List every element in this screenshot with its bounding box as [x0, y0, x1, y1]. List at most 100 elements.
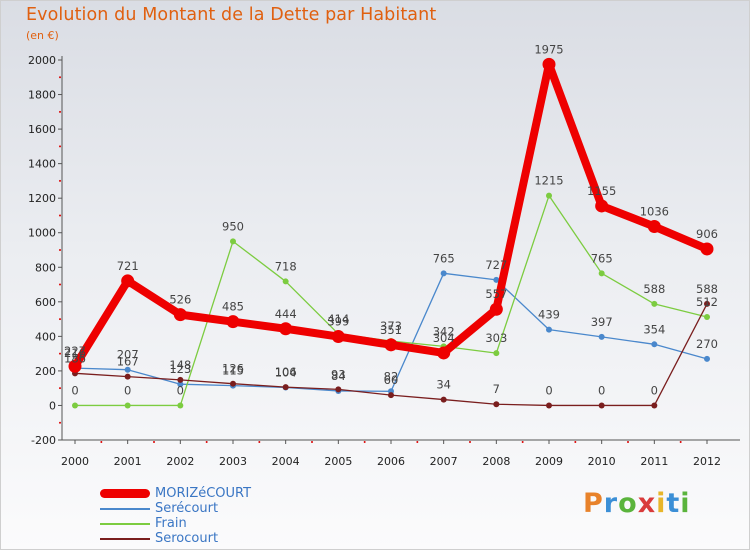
data-label: 397 [591, 315, 613, 329]
brand-letter: i [680, 488, 691, 519]
data-label: 123 [169, 362, 191, 376]
data-label: 444 [275, 307, 297, 321]
data-label: 34 [436, 378, 451, 392]
data-point [598, 270, 605, 277]
data-point [704, 314, 710, 321]
brand-letter: P [583, 488, 604, 519]
data-point [598, 333, 605, 340]
data-point [335, 386, 342, 393]
data-label: 0 [598, 383, 605, 397]
data-label: 0 [124, 383, 131, 397]
y-minor-dot [59, 318, 61, 321]
y-tick-label: 0 [49, 399, 56, 412]
brand-letter: x [637, 488, 657, 519]
y-minor-dot [59, 249, 61, 251]
x-tick-label: 2001 [114, 455, 142, 468]
x-minor-dot [258, 441, 261, 443]
data-label: 588 [696, 282, 718, 296]
x-tick-label: 2005 [324, 455, 352, 468]
data-point [177, 381, 184, 388]
data-point [651, 341, 658, 348]
data-label: 414 [327, 312, 349, 326]
x-tick-label: 2008 [482, 455, 510, 468]
data-label: 207 [117, 348, 139, 362]
x-tick-label: 2007 [430, 455, 458, 468]
x-tick-label: 2006 [377, 455, 405, 468]
legend-label-frain: Frain [155, 516, 187, 531]
y-tick-label: -200 [31, 434, 56, 447]
data-label: 718 [275, 259, 297, 273]
y-tick-label: 800 [35, 261, 56, 274]
data-label: 167 [117, 355, 139, 369]
y-minor-dot [59, 76, 61, 79]
data-point [124, 366, 131, 373]
data-label: 0 [545, 383, 552, 397]
legend-label-serecourt: Serécourt [155, 501, 219, 516]
data-point [177, 376, 184, 383]
data-label: 765 [433, 251, 455, 265]
data-point [331, 330, 345, 344]
data-point [384, 338, 398, 352]
x-tick-label: 2009 [535, 455, 563, 468]
data-point [647, 220, 661, 234]
data-label: 115 [222, 364, 244, 378]
y-minor-dot [59, 179, 61, 182]
legend-swatch-serocourt [100, 538, 150, 540]
data-label: 106 [275, 365, 297, 379]
y-minor-dot [59, 145, 61, 148]
data-label: 727 [485, 258, 507, 272]
x-tick-label: 2012 [693, 455, 721, 468]
y-tick-label: 1200 [28, 192, 56, 205]
data-label: 526 [169, 293, 191, 307]
data-point [546, 326, 552, 333]
data-point [230, 380, 236, 387]
data-label: 0 [177, 383, 184, 397]
x-tick-label: 2004 [272, 455, 300, 468]
data-label: 373 [380, 319, 402, 333]
brand-letter: o [618, 488, 638, 519]
data-point [598, 402, 605, 409]
y-minor-dot [59, 110, 61, 113]
data-label: 399 [327, 315, 349, 329]
x-minor-dot [363, 441, 366, 443]
y-minor-dot [59, 283, 61, 286]
y-tick-label: 1400 [28, 158, 56, 171]
y-minor-dot [59, 387, 61, 390]
x-minor-dot [416, 441, 419, 443]
data-label: 1975 [534, 42, 563, 56]
data-label: 186 [64, 351, 86, 365]
data-label: 0 [71, 383, 78, 397]
x-minor-dot [311, 441, 313, 443]
data-point [700, 242, 714, 256]
data-point [121, 274, 135, 288]
data-point [230, 238, 236, 245]
data-point [124, 373, 131, 380]
data-label: 721 [117, 259, 139, 273]
x-minor-dot [469, 441, 471, 443]
data-point [177, 402, 184, 409]
x-minor-dot [679, 441, 682, 443]
y-minor-dot [59, 352, 61, 355]
data-label: 1215 [534, 174, 563, 188]
data-label: 93 [331, 367, 346, 381]
data-point [72, 402, 78, 409]
data-point [226, 315, 240, 329]
data-label: 342 [433, 324, 455, 338]
data-label: 557 [485, 287, 507, 301]
legend-swatch-morizecourt [100, 489, 150, 498]
data-point [493, 401, 500, 408]
data-label: 304 [433, 331, 455, 345]
data-point [546, 192, 552, 199]
data-label: 148 [169, 358, 191, 372]
legend-swatch-serecourt [100, 508, 150, 510]
data-label: 354 [643, 322, 665, 336]
data-point [493, 276, 500, 283]
y-minor-dot [59, 214, 61, 217]
data-point [440, 270, 447, 277]
brand-letter: i [656, 488, 667, 519]
x-minor-dot [153, 441, 155, 443]
data-point [279, 322, 293, 336]
y-minor-dot [59, 421, 61, 424]
brand-logo: Proxiti [583, 488, 691, 519]
legend-label-serocourt: Serocourt [155, 531, 219, 546]
